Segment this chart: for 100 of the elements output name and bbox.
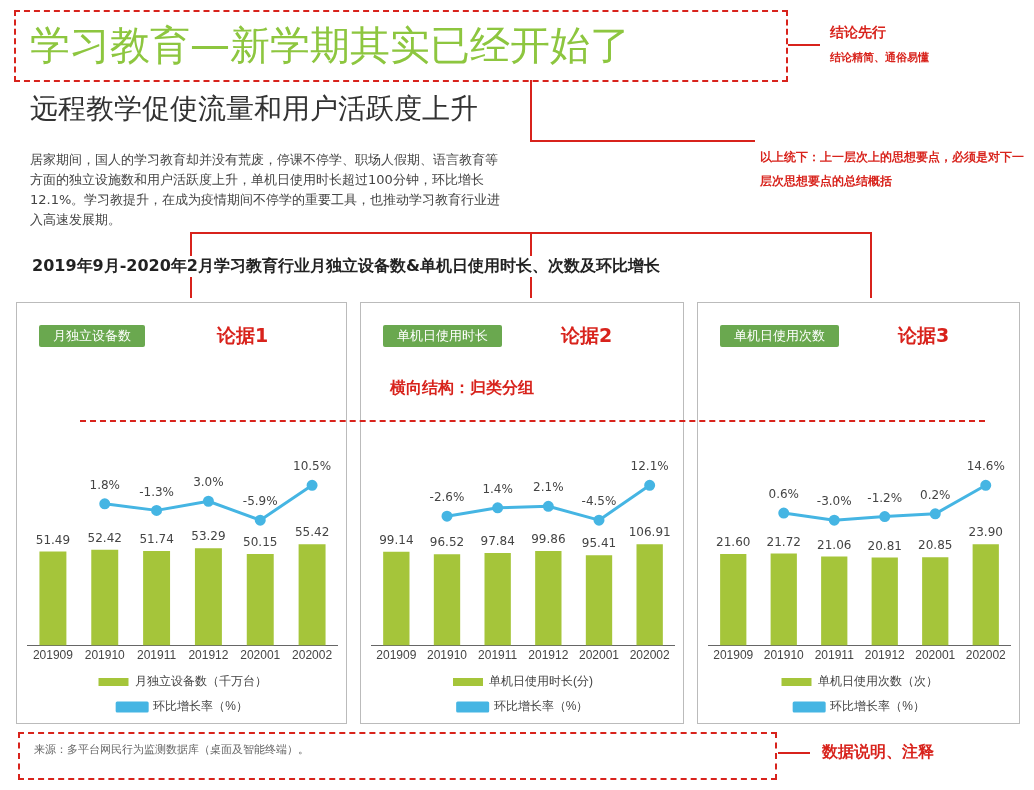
bar <box>770 553 797 646</box>
data-label: 3.0% <box>193 475 224 490</box>
data-label: 21.72 <box>766 534 801 549</box>
data-label: -4.5% <box>581 494 617 509</box>
bar <box>39 551 67 646</box>
point <box>542 500 554 512</box>
point <box>254 514 266 526</box>
bar <box>871 557 898 646</box>
data-label: 1.8% <box>89 477 120 492</box>
bar <box>433 554 461 646</box>
data-label: 53.29 <box>191 529 226 544</box>
x-tick-label: 201912 <box>528 648 569 663</box>
data-label: 10.5% <box>293 459 332 474</box>
text: 论据2 <box>561 323 613 348</box>
x-tick-label: 201912 <box>864 648 906 663</box>
text: 2019年9月-2020年2月学习教育行业月独立设备数&单机日使用时长、次数及环比增长 <box>30 256 662 277</box>
bar <box>972 544 999 646</box>
data-label: 51.74 <box>139 532 174 547</box>
point <box>980 479 992 491</box>
data-label: 2.1% <box>533 480 564 495</box>
chart-title: 单机日使用时长 <box>383 325 502 347</box>
data-label: -1.2% <box>867 490 903 505</box>
text: 结论精简、通俗易懂 <box>830 50 929 65</box>
data-label: -5.9% <box>242 494 278 509</box>
text: 结论先行 <box>830 24 886 42</box>
data-label: 97.84 <box>480 534 515 549</box>
bar <box>636 544 663 646</box>
legend-label: 单机日使用次数（次） <box>817 674 938 689</box>
x-tick-label: 202001 <box>240 648 281 663</box>
data-label: 1.4% <box>482 481 513 496</box>
bar <box>91 549 119 646</box>
bar <box>298 544 326 646</box>
data-label: -2.6% <box>429 490 465 505</box>
bar <box>535 551 562 646</box>
x-tick-label: 201909 <box>376 648 417 663</box>
bar <box>585 555 613 646</box>
data-label: 20.81 <box>867 538 902 553</box>
x-tick-label: 202001 <box>915 648 956 663</box>
x-tick-label: 202002 <box>965 648 1007 663</box>
legend-label: 月独立设备数（千万台） <box>134 674 267 689</box>
x-tick-label: 201910 <box>426 648 468 663</box>
text: 横向结构：归类分组 <box>390 378 534 399</box>
text: 居家期间，国人的学习教育却并没有荒废，停课不停学、职场人假期、语言教育等方面的独立设施数和用户活跃度上升，单机日使用时长超过100分钟，环比增长12.1%。学习教提升，在成为疫情期间不停学的重要工具，也推动学习教育行业进入高速发展期。 <box>30 151 502 229</box>
data-label: 99.86 <box>531 532 566 547</box>
bar <box>383 551 410 646</box>
text: 数据说明、注释 <box>822 742 934 763</box>
point <box>593 514 605 526</box>
data-label: 20.85 <box>918 538 953 553</box>
x-tick-label: 201911 <box>814 648 855 663</box>
point <box>202 495 214 507</box>
data-label: 50.15 <box>243 535 278 550</box>
data-label: 0.2% <box>920 487 951 502</box>
text: 论据1 <box>217 323 269 348</box>
data-label: 51.49 <box>35 532 71 547</box>
point <box>306 479 318 491</box>
x-tick-label: 201911 <box>137 648 177 663</box>
bar <box>821 556 848 646</box>
data-label: 12.1% <box>630 459 669 474</box>
bar <box>246 553 274 646</box>
bar <box>143 551 171 646</box>
point <box>151 504 163 516</box>
data-label: 95.41 <box>581 536 617 551</box>
point <box>99 498 111 510</box>
x-tick-label: 201909 <box>713 648 754 663</box>
data-label: 52.42 <box>87 530 122 545</box>
data-label: -3.0% <box>816 494 852 509</box>
chart-title: 月独立设备数 <box>39 325 145 347</box>
point <box>644 479 656 491</box>
x-tick-label: 201911 <box>478 648 518 663</box>
x-tick-label: 201910 <box>84 648 126 663</box>
source-note: 来源：多平台网民行为监测数据库（桌面及智能终端）。 <box>34 742 309 757</box>
x-tick-label: 201912 <box>188 648 229 663</box>
legend-label: 环比增长率（%） <box>493 699 589 714</box>
data-label: 0.6% <box>768 487 799 502</box>
text: 远程教学促使流量和用户活跃度上升 <box>30 91 478 127</box>
x-tick-label: 202001 <box>578 648 620 663</box>
bar <box>484 552 511 646</box>
text: 学习教育—新学期其实已经开始了 <box>30 21 630 70</box>
chart-title: 单机日使用次数 <box>720 325 839 347</box>
point <box>828 514 840 526</box>
data-label: -1.3% <box>139 484 174 499</box>
data-label: 21.06 <box>817 537 852 552</box>
text: 以上统下：上一层次上的思想要点，必须是对下一层次思想要点的总结概括 <box>760 149 1025 190</box>
bar <box>922 557 949 646</box>
data-label: 55.42 <box>294 525 330 540</box>
text: 论据3 <box>898 323 950 348</box>
point <box>929 508 941 520</box>
x-tick-label: 201909 <box>32 648 74 663</box>
point <box>441 510 453 522</box>
data-label: 23.90 <box>968 525 1003 540</box>
data-label: 21.60 <box>716 535 751 550</box>
legend-label: 单机日使用时长(分) <box>489 674 593 689</box>
point <box>492 502 504 514</box>
legend-label: 环比增长率（%） <box>830 699 925 714</box>
x-tick-label: 202002 <box>629 648 671 663</box>
x-tick-label: 202002 <box>292 648 333 663</box>
data-label: 99.14 <box>379 532 414 547</box>
data-label: 106.91 <box>628 525 671 540</box>
point <box>778 507 790 519</box>
data-label: 14.6% <box>966 459 1005 474</box>
